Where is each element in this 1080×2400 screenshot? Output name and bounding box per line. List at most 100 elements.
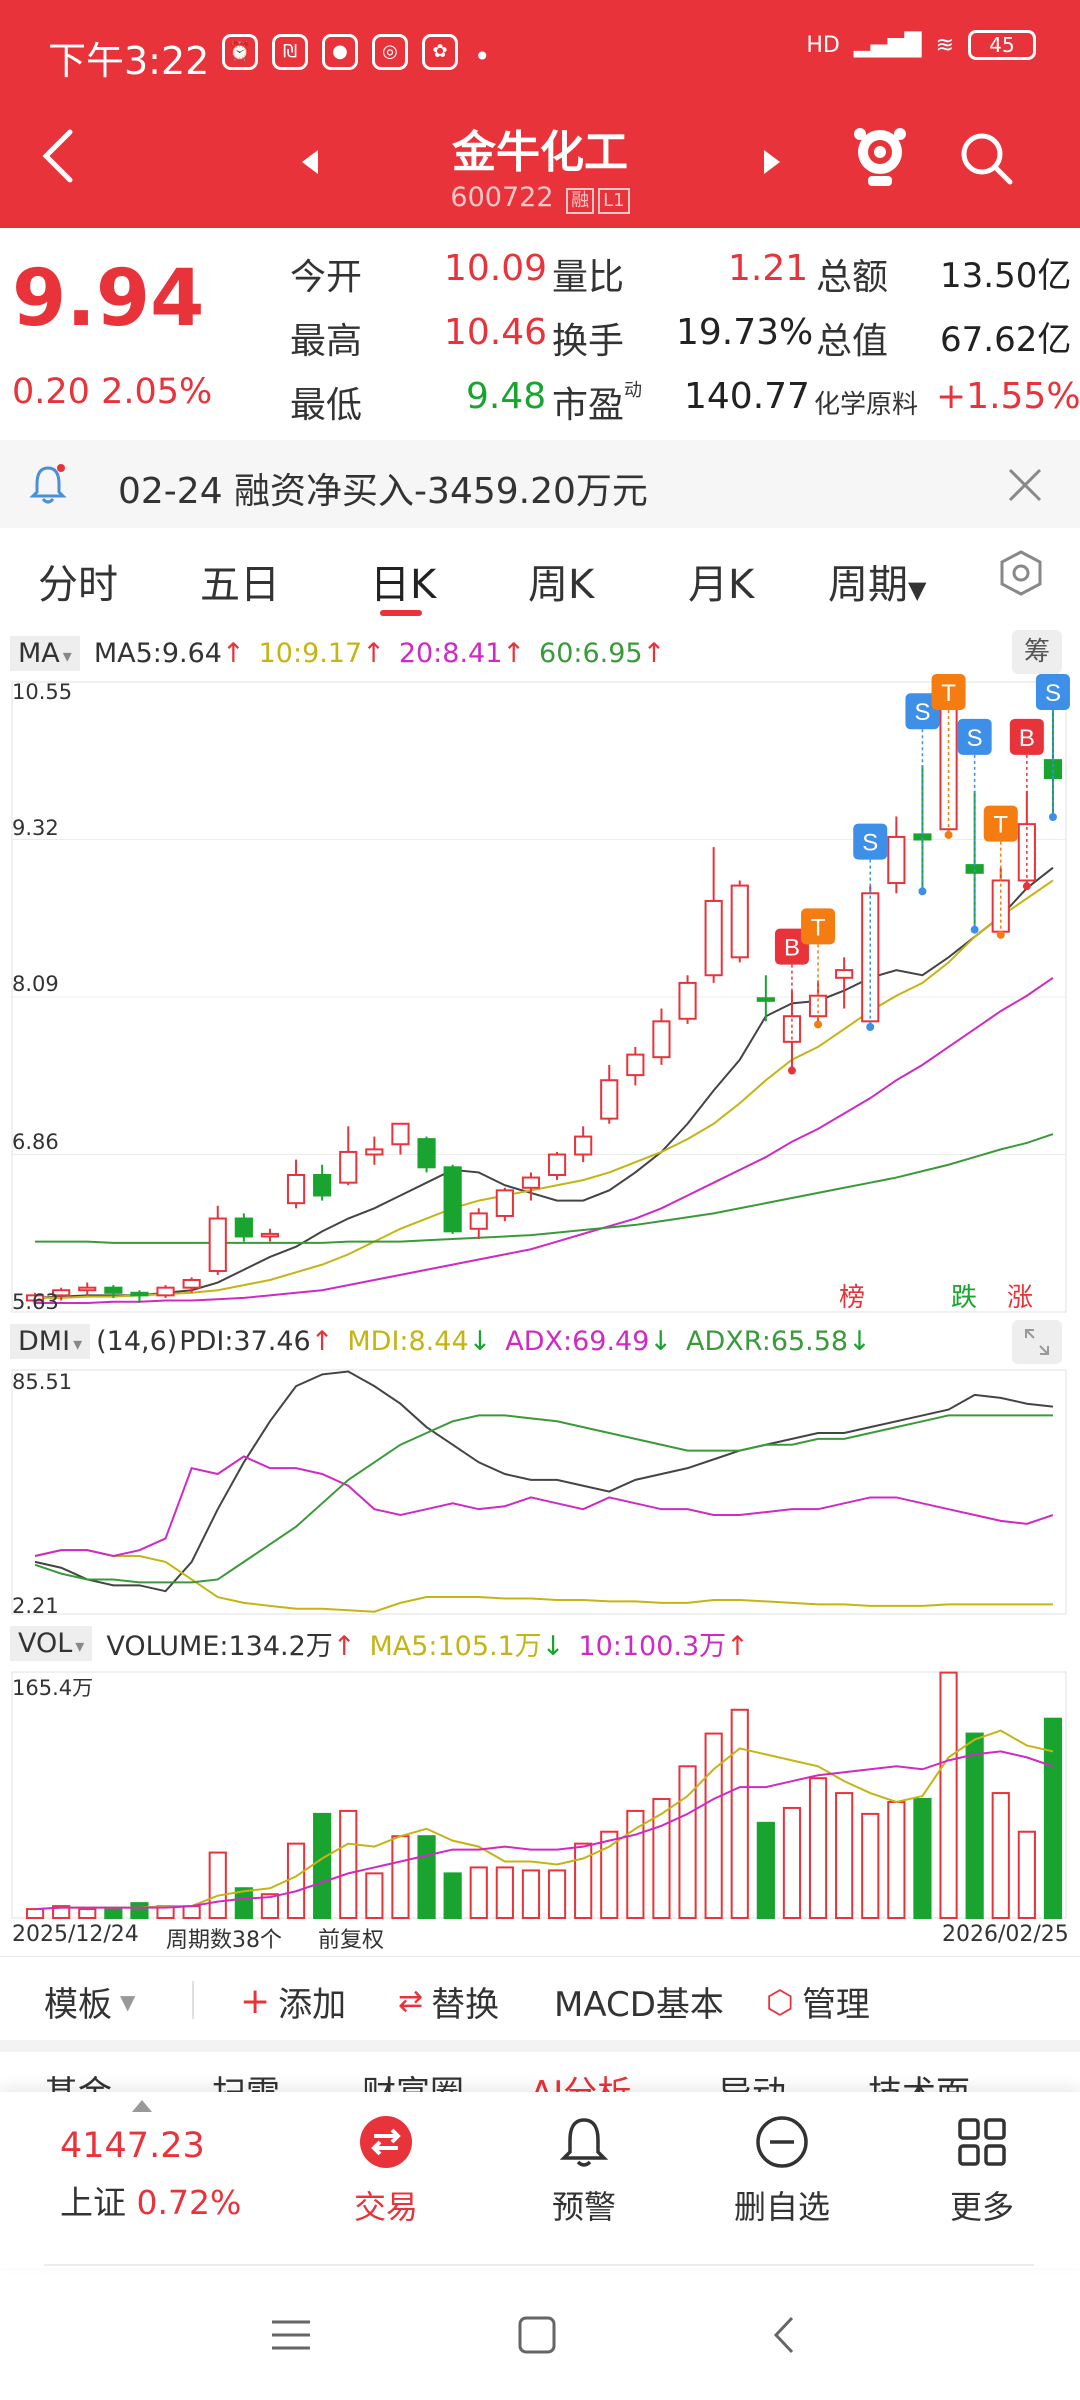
candle	[260, 1232, 280, 1238]
kline-chart[interactable]: BTSSTSTBS榜跌涨	[0, 620, 1080, 1956]
financing-notice[interactable]: 02-24 融资净买入-3459.20万元	[0, 440, 1080, 528]
previous-stock-icon[interactable]	[298, 148, 322, 176]
adx-text: ADX:69.49	[505, 1325, 650, 1357]
index-name[interactable]: 上证 0.72%	[60, 2176, 241, 2224]
remove-watchlist-label: 删自选	[733, 2188, 830, 2226]
tab-monthly-k[interactable]: 月K	[688, 562, 755, 608]
ma-selector[interactable]: MA	[10, 635, 80, 671]
sector-change[interactable]: +1.55%	[936, 376, 1080, 417]
subtab-ai-analysis[interactable]: AI分析	[530, 2066, 631, 2092]
volume-ratio-label: 量比	[552, 257, 625, 298]
ma5-value: MA5:9.64↑	[94, 638, 245, 669]
candle	[600, 1079, 619, 1120]
tab-weekly-k[interactable]: 周K	[528, 562, 595, 608]
system-status: HD ▂▄▆█ ≋ 45	[806, 30, 1036, 60]
sector-name[interactable]: 化学原料	[814, 390, 919, 420]
candle	[208, 1217, 227, 1273]
candle	[652, 1020, 671, 1059]
volume-bar	[52, 1905, 71, 1919]
vol-ma5-value: MA5:105.1万↓	[369, 1624, 564, 1663]
menu-icon[interactable]	[266, 2310, 316, 2360]
price-change: 0.20 2.05%	[12, 372, 212, 412]
close-icon[interactable]	[1006, 466, 1044, 504]
adxr-line	[34, 1414, 1053, 1584]
expand-icon[interactable]	[1012, 1320, 1062, 1364]
volume-bar	[939, 1671, 958, 1920]
ma20-text: 20:8.41	[398, 637, 503, 669]
subtab-wealth-circle[interactable]: 财富圈	[362, 2066, 464, 2092]
trade-marker-label: B	[1019, 725, 1035, 752]
index-change: 0.72%	[136, 2183, 242, 2222]
subtab-fund[interactable]: 基金	[44, 2066, 112, 2092]
index-value[interactable]: 4147.23	[60, 2126, 205, 2166]
section-divider	[0, 2040, 1080, 2052]
template-dropdown[interactable]: 模板 ▼	[44, 1977, 135, 2026]
trade-marker-dot	[814, 1020, 823, 1029]
trade-marker-dot	[918, 887, 927, 896]
chart-badge-bang: 榜	[839, 1283, 865, 1313]
next-stock-icon[interactable]	[760, 148, 784, 176]
ma10-value: 10:9.17↑	[259, 638, 385, 669]
tab-intraday[interactable]: 分时	[38, 562, 118, 608]
signal-icon: HD	[806, 32, 840, 58]
chart-panel-border	[11, 1369, 1067, 1615]
remove-watchlist-button[interactable]: 删自选	[712, 2114, 852, 2228]
plus-icon: +	[240, 1981, 271, 2022]
quote-panel: 9.94 0.20 2.05% 今开 10.09 最高 10.46 最低 9.4…	[0, 228, 1080, 440]
candle	[286, 1173, 306, 1205]
volume-bar	[25, 1908, 45, 1919]
add-indicator-button[interactable]: + 添加	[240, 1977, 346, 2026]
chart-settings-icon[interactable]	[996, 548, 1046, 598]
trade-marker-badge	[1009, 718, 1044, 755]
active-tab-underline	[380, 610, 422, 616]
volume-bar	[182, 1905, 201, 1919]
tab-daily-k[interactable]: 日K	[370, 562, 437, 608]
pdi-line	[34, 1370, 1054, 1593]
alert-button[interactable]: 预警	[514, 2114, 654, 2228]
subtab-risk-scan[interactable]: 扫雷	[212, 2066, 280, 2092]
high-label: 最高	[290, 321, 363, 362]
volume-bar	[626, 1809, 645, 1920]
ma5-line	[35, 866, 1054, 1299]
more-button[interactable]: 更多	[912, 2114, 1052, 2228]
start-date: 2025/12/24	[12, 1922, 139, 1947]
status-bar: 下午3:22 ⏰ ₪ ● ◎ ✿ • HD ▂▄▆█ ≋ 45	[0, 0, 1080, 100]
subtab-technical[interactable]: 技术面	[868, 2066, 970, 2092]
trade-marker-label: T	[811, 914, 826, 941]
replace-indicator-button[interactable]: ⇄ 替换	[398, 1977, 499, 2026]
volume-ma10-line	[34, 1750, 1054, 1911]
tab-period-dropdown[interactable]: 周期▼	[828, 552, 926, 610]
chip-distribution-button[interactable]: 筹	[1012, 630, 1062, 674]
back-arrow-icon[interactable]	[36, 126, 80, 186]
market-cap-value: 67.62亿	[940, 320, 1072, 360]
tab-five-day[interactable]: 五日	[200, 562, 280, 608]
up-arrow-icon: ↑	[726, 1630, 749, 1662]
dmi-selector[interactable]: DMI	[10, 1323, 91, 1359]
search-icon[interactable]	[956, 128, 1016, 188]
adxr-text: ADXR:65.58	[686, 1325, 849, 1357]
vol-selector[interactable]: VOL	[10, 1625, 93, 1661]
price-tick: 6.86	[12, 1130, 59, 1154]
ma60-value: 60:6.95↑	[539, 638, 665, 669]
alert-label: 预警	[551, 2188, 616, 2226]
trade-marker-label: S	[1045, 680, 1061, 707]
volume-bar	[1043, 1717, 1063, 1919]
down-arrow-icon: ↓	[848, 1325, 871, 1357]
assistant-robot-icon[interactable]	[850, 124, 910, 190]
back-icon[interactable]	[760, 2310, 810, 2360]
volume-bar	[286, 1842, 306, 1919]
app-header: 下午3:22 ⏰ ₪ ● ◎ ✿ • HD ▂▄▆█ ≋ 45 金牛化工 600…	[0, 0, 1080, 228]
expand-up-icon[interactable]	[132, 2100, 152, 2112]
pdi-text: PDI:37.46	[179, 1325, 311, 1357]
home-icon[interactable]	[512, 2310, 562, 2360]
adjust-mode[interactable]: 前复权	[318, 1928, 385, 1953]
candle	[130, 1291, 149, 1297]
trade-button[interactable]: 交易	[316, 2114, 456, 2228]
manage-indicators-button[interactable]: ⬡ 管理	[766, 1977, 870, 2026]
bottom-divider	[44, 2264, 1034, 2266]
subtab-anomaly[interactable]: 异动	[718, 2066, 786, 2092]
volume-bar	[965, 1732, 984, 1919]
macd-basic-button[interactable]: MACD基本	[554, 1985, 724, 2025]
chart-period-tabs: 分时 五日 日K 周K 月K 周期▼	[0, 528, 1080, 624]
volume-bar	[365, 1872, 384, 1919]
